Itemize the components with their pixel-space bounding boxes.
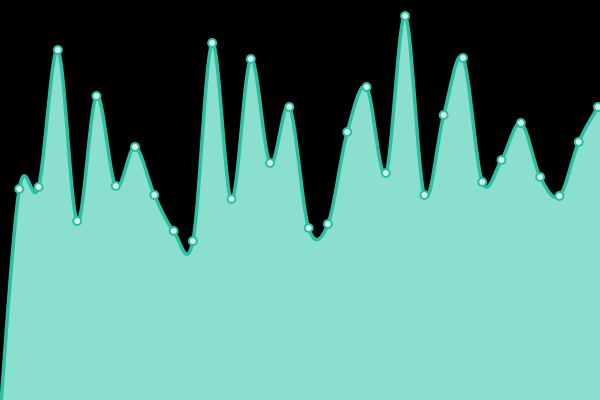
- data-point-marker: [14, 184, 25, 194]
- data-point-marker: [245, 54, 256, 64]
- data-point-marker: [322, 219, 333, 229]
- data-point-marker: [207, 38, 218, 48]
- data-point-marker: [33, 182, 44, 192]
- data-point-marker: [438, 110, 449, 120]
- data-point-marker: [130, 142, 141, 152]
- data-point-marker: [72, 216, 83, 226]
- data-point-marker: [496, 155, 507, 165]
- data-point-marker: [342, 127, 353, 137]
- data-point-marker: [303, 223, 314, 233]
- data-point-marker: [265, 158, 276, 168]
- data-point-marker: [515, 118, 526, 128]
- data-point-marker: [284, 102, 295, 112]
- data-point-marker: [91, 91, 102, 101]
- data-point-marker: [361, 82, 372, 92]
- data-point-marker: [535, 172, 546, 182]
- data-point-marker: [400, 11, 411, 21]
- line-stroke: [0, 14, 600, 400]
- area-fill: [1, 15, 600, 400]
- data-point-marker: [477, 177, 488, 187]
- data-point-marker: [554, 191, 565, 201]
- data-point-marker: [149, 190, 160, 200]
- data-point-markers: [14, 11, 600, 246]
- data-point-marker: [168, 226, 179, 236]
- data-point-marker: [380, 168, 391, 178]
- data-point-marker: [573, 137, 584, 147]
- data-point-marker: [187, 236, 198, 246]
- data-point-marker: [226, 194, 237, 204]
- data-point-marker: [457, 53, 468, 63]
- data-point-marker: [52, 45, 63, 55]
- data-point-marker: [593, 102, 600, 112]
- data-point-marker: [110, 181, 121, 191]
- data-point-marker: [419, 190, 430, 200]
